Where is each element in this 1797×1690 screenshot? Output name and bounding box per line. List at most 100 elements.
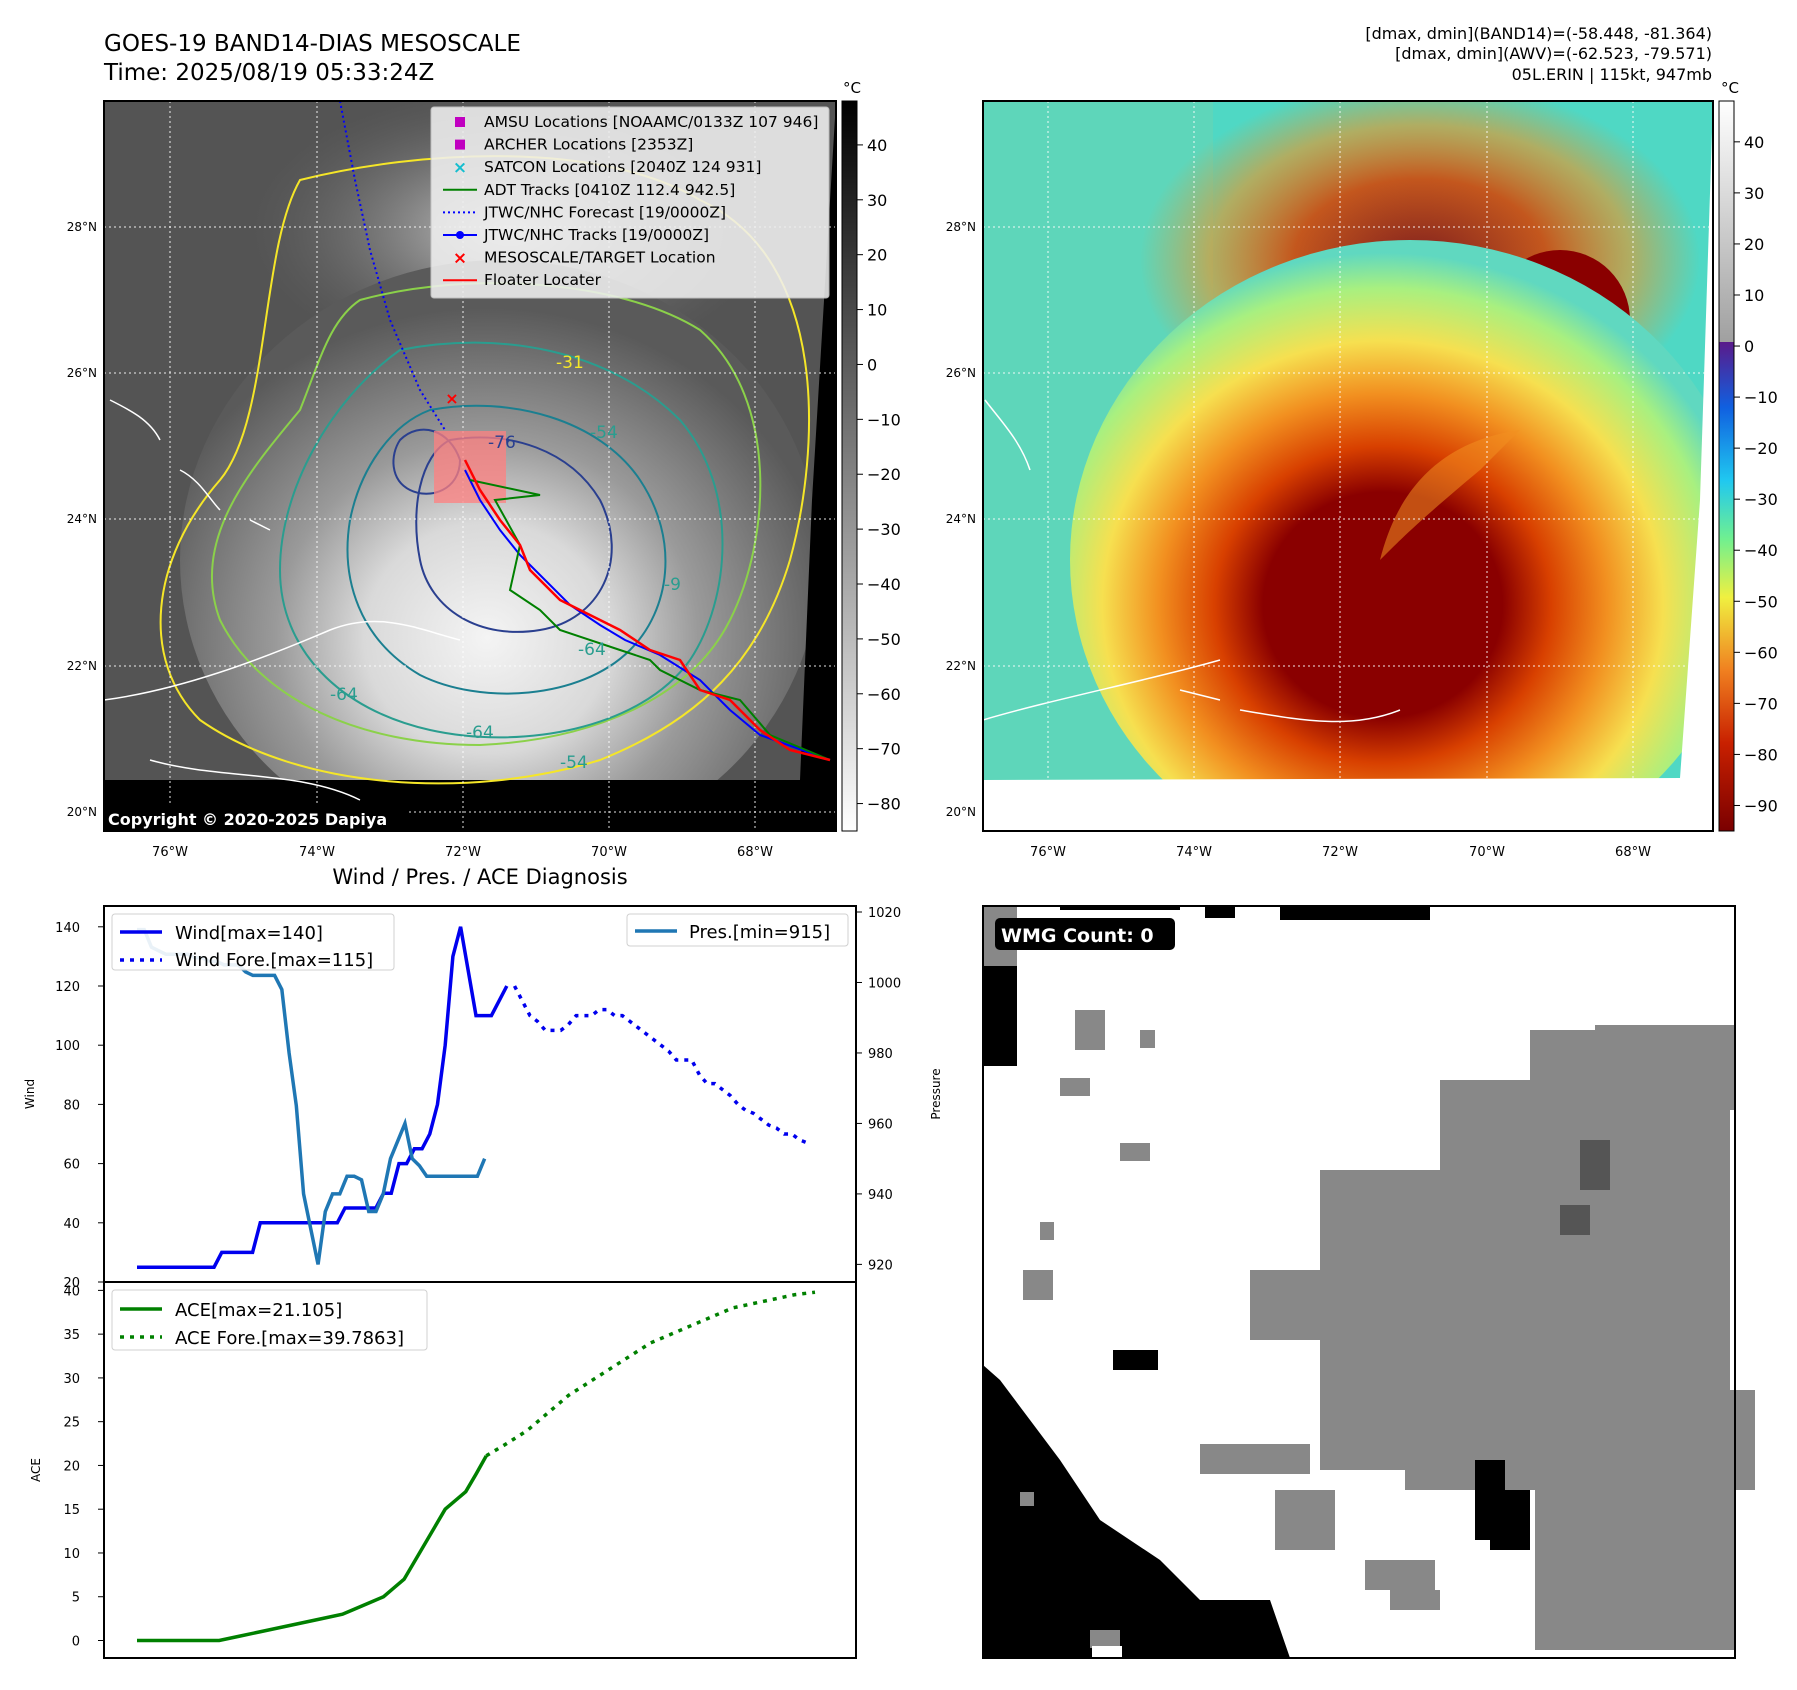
colorbar-tick-label: −50 [867,630,901,649]
legend-marker [455,139,465,150]
wmg-cell [1205,906,1235,918]
ace-tick-label: 30 [63,1372,80,1387]
wind-ticks: 20 40 60 80 100 120 140 [55,921,104,1291]
lon-label: 72°W [445,845,481,860]
contour-teal-outer [278,341,724,739]
map-legend: AMSU Locations [NOAAMC/0133Z 107 946] ARC… [430,106,830,299]
legend-label: JTWC/NHC Tracks [19/0000Z] [483,226,709,244]
wmg-cell [1060,906,1180,910]
figure-time: Time: 2025/08/19 05:33:24Z [103,60,434,86]
colorbar-tick-label: 40 [867,136,887,155]
colorbar-tick-label: −50 [1744,592,1778,611]
pressure-tick-label: 920 [868,1258,893,1273]
colorbar-tick-label: −90 [1744,796,1778,815]
colorbar-tick-label: 30 [867,191,887,210]
lat-label: 20°N [946,805,976,819]
wv-dry-slot [1380,430,1520,560]
pressure-tick-label: 1020 [868,906,901,921]
pressure-legend-label: Pres.[min=915] [689,922,830,943]
diagnosis-title: Wind / Pres. / ACE Diagnosis [332,865,627,889]
pressure-legend-box [626,913,849,947]
colorbar-tick-label: −80 [1744,745,1778,764]
lon-label: 72°W [1322,845,1358,860]
lat-label: 28°N [67,220,97,234]
colorbar-tick-label: −10 [867,410,901,429]
wind-legend-box [111,913,395,971]
wmg-cell [1600,1440,1680,1500]
colorbar-left-unit: °C [843,79,861,97]
colorbar-tick-label: −60 [1744,643,1778,662]
pressure-legend: Pres.[min=915] [626,913,849,947]
wmg-cell [1113,1350,1158,1370]
colorbar-tick-label: 0 [867,355,877,374]
colorbar-tick-label: −10 [1744,388,1778,407]
colorbar-tick-label: −30 [1744,490,1778,509]
wind-tick-label: 100 [55,1039,80,1054]
lat-label: 22°N [946,659,976,673]
wmg-frame [982,905,1736,1659]
colorbar-tick-label: −30 [867,520,901,539]
colorbar-right: °C 40 30 20 10 0 −10 −20 −30 −40 −50 −60 −70 −80 −90 [1718,79,1778,832]
floater-track [463,459,831,762]
ace-tick-label: 15 [63,1503,80,1518]
adt-track [469,479,831,761]
ace-tick-label: 5 [72,1591,80,1606]
pressure-tick-label: 960 [868,1117,893,1132]
colorbar-tick-label: −20 [867,465,901,484]
wmg-cell [1595,1025,1735,1075]
colorbar-tick-label: −20 [1744,439,1778,458]
colorbar-tick-label: −40 [1744,541,1778,560]
contour-label: -9 [664,575,681,595]
copyright-text: Copyright © 2020-2025 Dapiya [108,810,387,829]
lat-label: 26°N [67,366,97,380]
lat-label: 20°N [67,805,97,819]
lon-label: 74°W [1176,845,1212,860]
colorbar-right-unit: °C [1721,79,1739,97]
copyright-box [104,806,408,831]
colorbar-left: °C 40 30 20 10 0 −10 −20 −30 −40 −50 −60 −70 −80 [841,79,901,832]
colorbar-tick-label: −70 [867,740,901,759]
pressure-tick-label: 980 [868,1047,893,1062]
wind-tick-label: 40 [63,1217,80,1232]
wv-gridlines [983,101,1713,831]
lon-label: 76°W [152,845,188,860]
wmg-cell [1140,1030,1155,1048]
lon-labels-left: 76°W 74°W 72°W 70°W 68°W [152,845,773,860]
lat-label: 24°N [946,512,976,526]
wmg-cell [983,1365,1290,1658]
ace-tick-label: 0 [72,1634,80,1649]
ace-legend-label: ACE[max=21.105] [175,1300,342,1321]
colorbar-tick-label: −80 [867,795,901,814]
lat-label: 26°N [946,366,976,380]
lat-labels-left: 28°N 26°N 24°N 22°N 20°N [67,220,97,819]
contour-lightgreen [210,282,762,747]
ace-ticks: 0 5 10 15 20 25 30 35 40 [63,1284,104,1649]
legend-marker [455,117,465,127]
contour-teal-inner [346,404,667,695]
lon-label: 68°W [737,845,773,860]
lon-label: 68°W [1615,845,1651,860]
contour-label: -64 [330,685,358,705]
wind-fore-legend-label: Wind Fore.[max=115] [175,950,373,971]
wmg-cell [1120,1143,1150,1161]
ace-tick-label: 35 [63,1328,80,1343]
wmg-panel: WMG Count: 0 [982,905,1755,1659]
legend-marker [456,231,464,239]
wmg-cell [1200,1444,1310,1474]
lon-label: 70°W [1469,845,1505,860]
legend-box [430,106,830,299]
legend-label: MESOSCALE/TARGET Location [484,249,716,267]
pressure-axis-label: Pressure [929,1068,943,1119]
ir-storm-cloud [180,260,820,831]
contour-label: -64 [466,723,494,743]
contour-label: -76 [488,433,516,453]
wmg-badge: WMG Count: 0 [1001,925,1154,947]
wv-coastline [983,399,1401,723]
range-info-band14: [dmax, dmin](BAND14)=(-58.448, -81.364) [1365,24,1712,43]
colorbar-tick-label: −40 [867,575,901,594]
pressure-tick-label: 1000 [868,976,901,991]
ace-tick-label: 40 [63,1284,80,1299]
wind-axis-label: Wind [23,1079,37,1109]
legend-label: Floater Locater [484,271,602,289]
legend-label: AMSU Locations [NOAAMC/0133Z 107 946] [484,113,818,131]
